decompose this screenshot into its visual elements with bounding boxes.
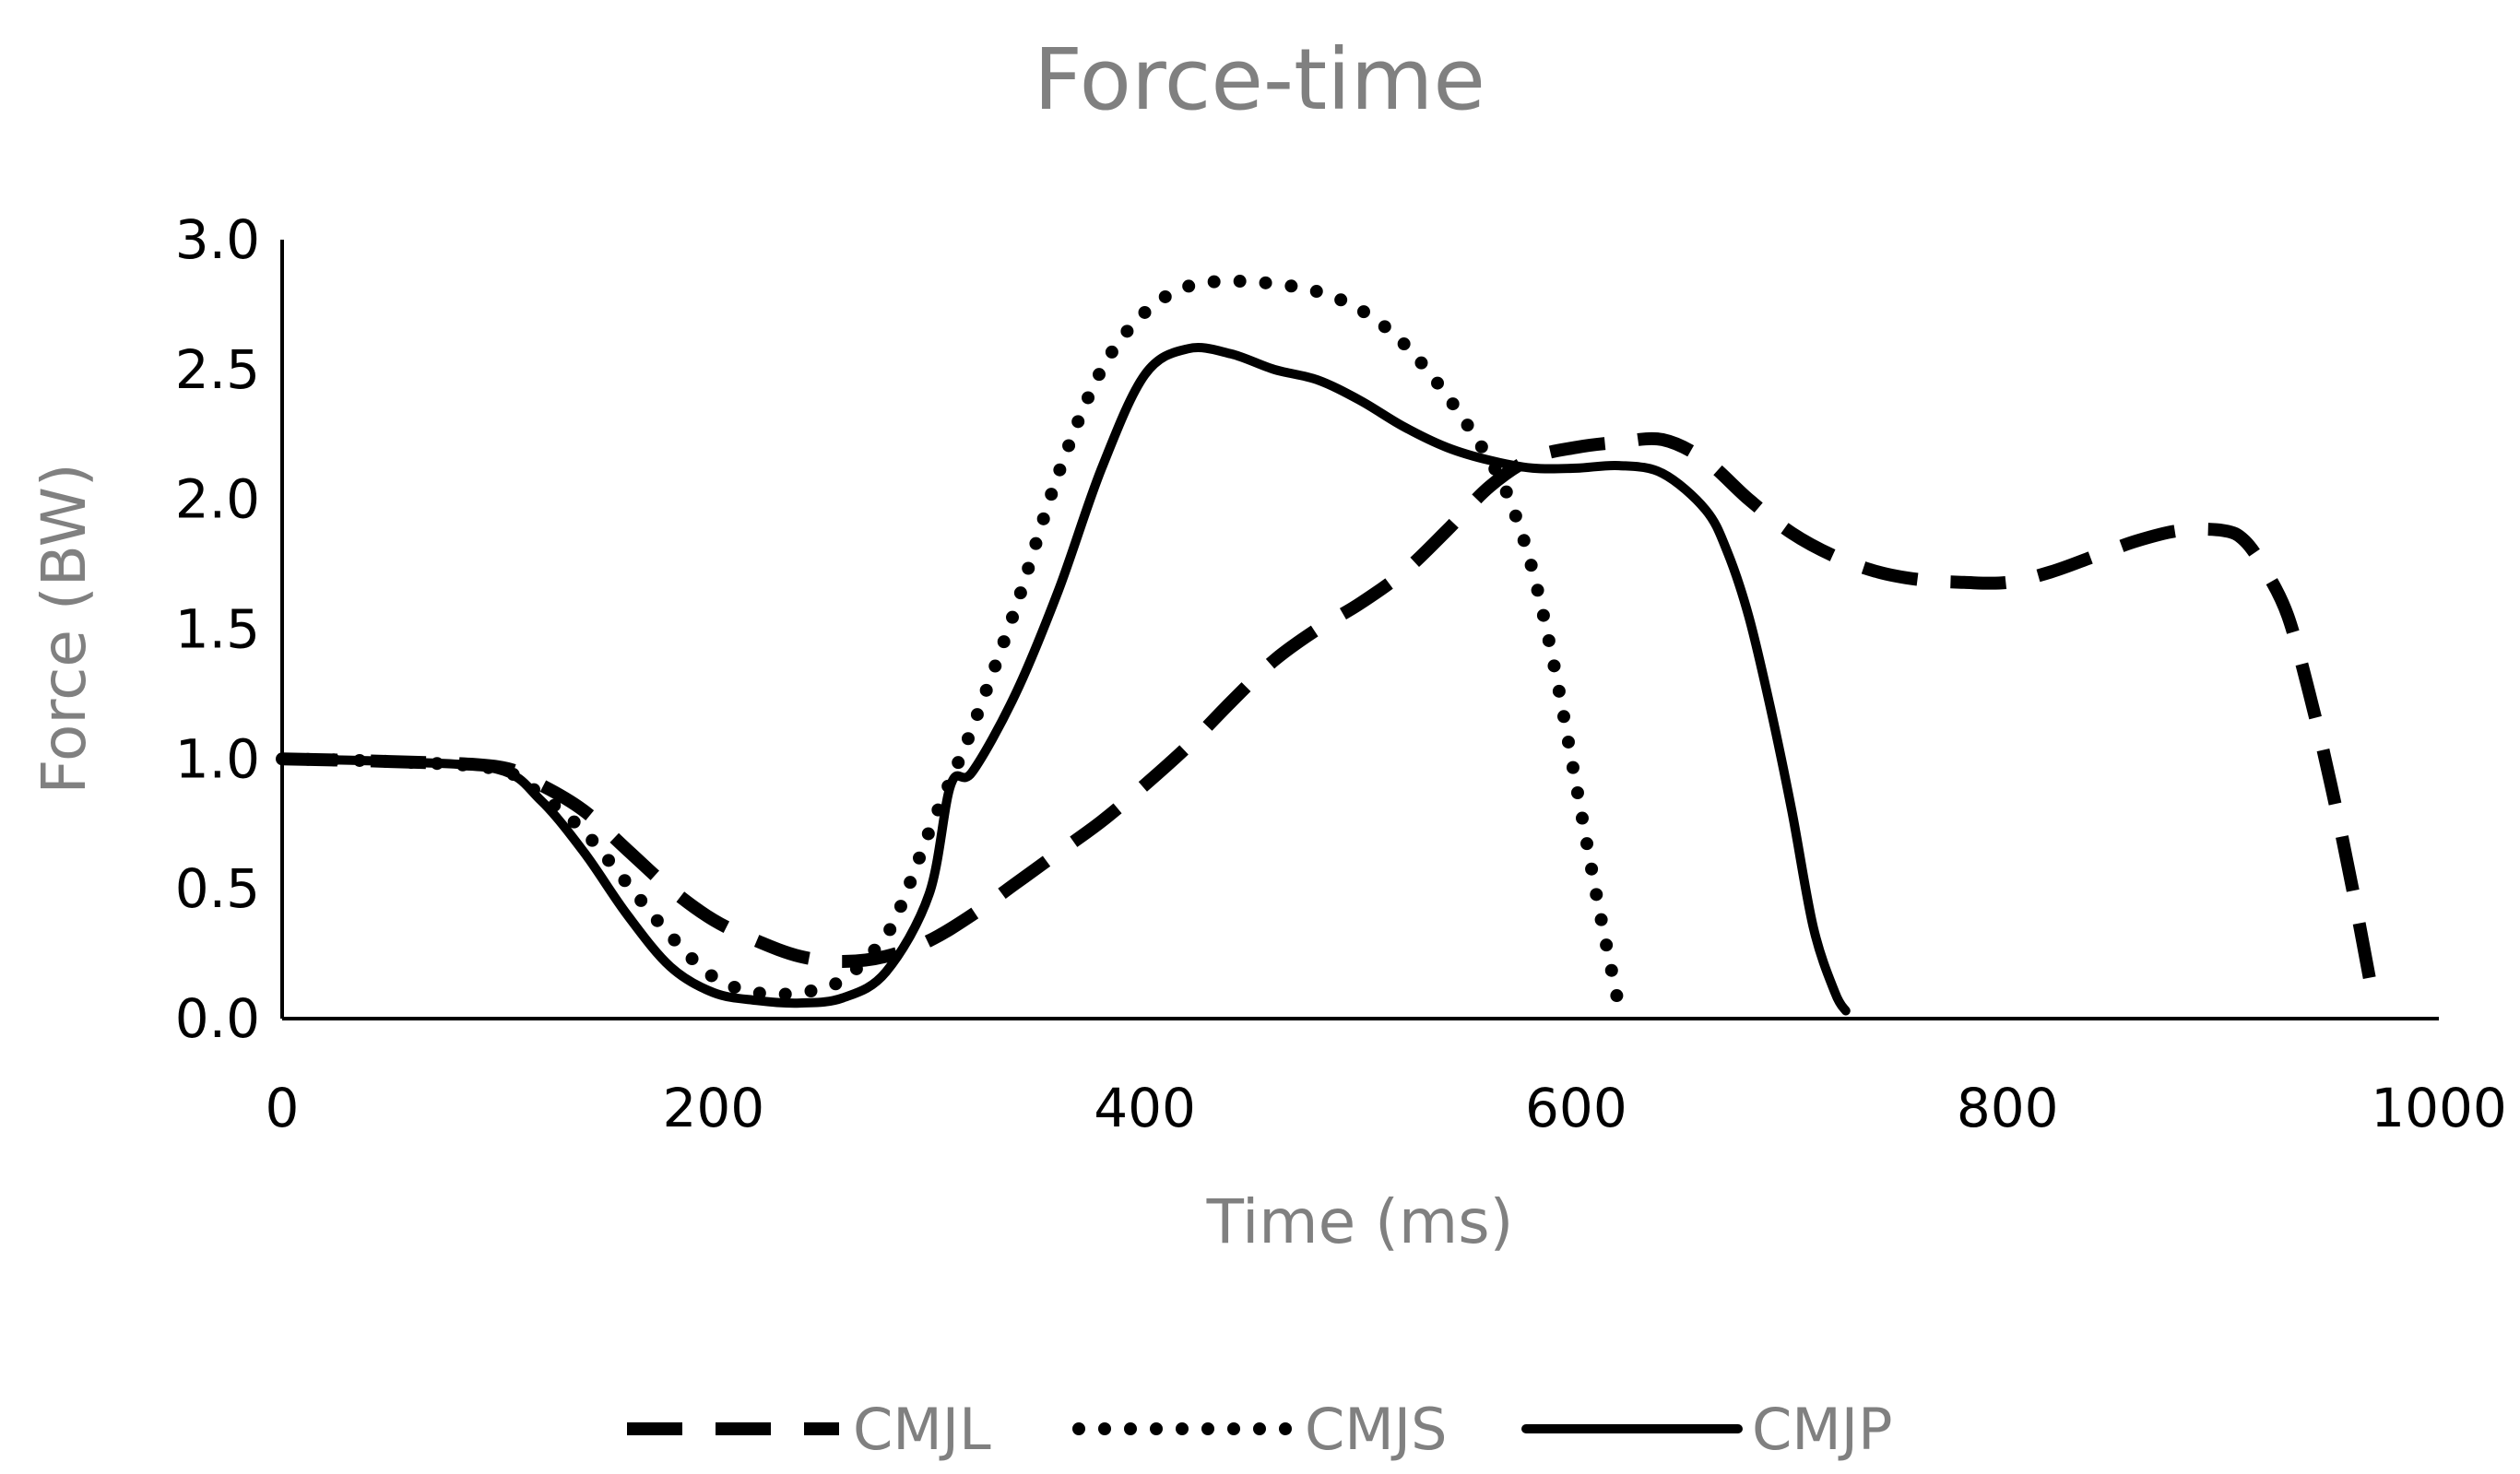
y-tick-label: 0.5 (175, 857, 260, 920)
y-tick-label: 0.0 (175, 987, 260, 1050)
legend-label-cmjl: CMJL (853, 1396, 991, 1463)
legend: CMJL CMJS CMJP (627, 1396, 1892, 1463)
y-tick-label: 2.0 (175, 468, 260, 531)
chart-title: Force-time (1034, 30, 1485, 129)
x-tick-label: 0 (266, 1077, 300, 1139)
series-line-cmjp (278, 343, 1851, 1016)
series-layer (276, 274, 2381, 1016)
legend-label-cmjs: CMJS (1305, 1396, 1447, 1463)
x-tick-label: 800 (1957, 1077, 2059, 1139)
x-tick-label: 200 (662, 1077, 764, 1139)
x-tick-label: 1000 (2371, 1077, 2507, 1139)
series-line-cmjl (281, 431, 2381, 1005)
legend-label-cmjp: CMJP (1752, 1396, 1892, 1463)
y-tick-label: 1.0 (175, 727, 260, 790)
y-tick-label: 2.5 (175, 338, 260, 401)
series-line-cmjs (276, 274, 1627, 1015)
y-tick-label: 1.5 (175, 598, 260, 661)
x-axis-title: Time (ms) (1206, 1186, 1514, 1257)
y-axis-ticks: 0.0 0.5 1.0 1.5 2.0 2.5 3.0 (175, 208, 260, 1050)
x-tick-label: 600 (1525, 1077, 1627, 1139)
x-tick-label: 400 (1094, 1077, 1196, 1139)
y-axis-title: Force (BW) (29, 463, 100, 794)
x-axis-ticks: 0 200 400 600 800 1000 (266, 1077, 2507, 1139)
y-tick-label: 3.0 (175, 208, 260, 271)
